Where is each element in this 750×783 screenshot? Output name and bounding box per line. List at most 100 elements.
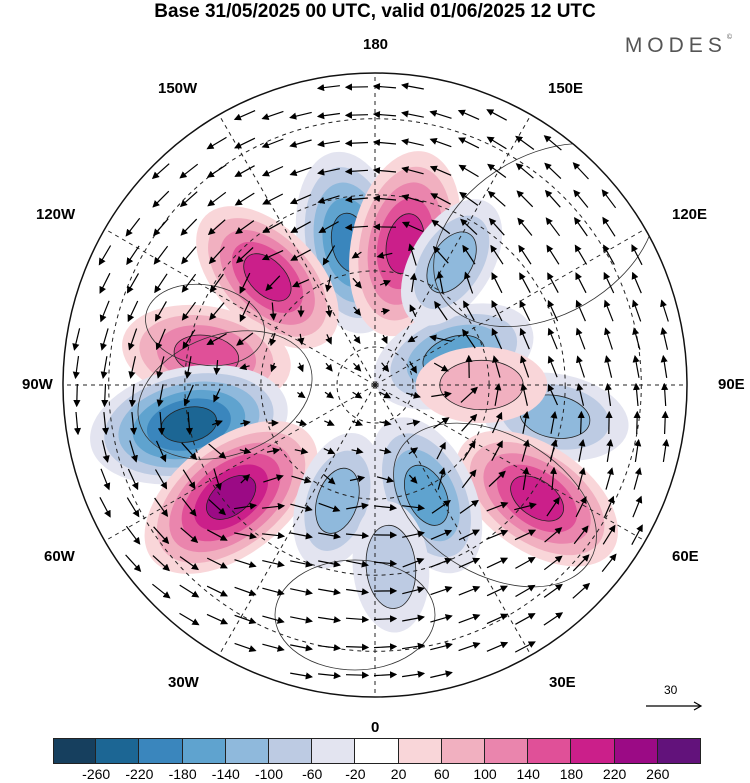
wind-arrow [549, 466, 558, 491]
wind-arrow [402, 504, 426, 512]
wind-arrow [436, 271, 444, 294]
wind-arrow [325, 362, 333, 372]
wind-arrow [157, 411, 165, 436]
wind-arrow [235, 220, 255, 235]
wind-arrow [290, 672, 313, 680]
label-0: 0 [371, 719, 380, 736]
wind-arrow [213, 360, 221, 376]
wind-arrow [372, 83, 397, 91]
colorbar-tick-label: -180 [168, 766, 197, 782]
wind-arrow [373, 615, 398, 623]
wind-arrow [101, 383, 109, 408]
colorbar-swatch [398, 738, 442, 764]
wind-arrow [458, 585, 481, 596]
wind-arrow [401, 166, 424, 175]
wind-arrow [263, 474, 284, 483]
wind-arrow [575, 272, 587, 294]
wind-arrow [491, 272, 503, 294]
wind-arrow [407, 335, 418, 343]
colorbar-tick-label: -60 [302, 766, 323, 782]
wind-arrow [125, 217, 141, 237]
wind-arrow [486, 529, 509, 540]
wind-arrow [316, 112, 340, 120]
wind-arrow [514, 641, 536, 653]
wind-arrow [543, 135, 562, 151]
wind-arrow [547, 272, 559, 293]
wind-arrow [352, 277, 362, 289]
colorbar-swatch [355, 738, 399, 764]
wind-arrow [458, 529, 480, 541]
wind-arrow [295, 419, 308, 427]
wind-arrow [324, 274, 333, 293]
wind-arrow [151, 163, 170, 180]
wind-arrow [430, 614, 453, 623]
wind-arrow [344, 139, 369, 147]
wind-arrow [462, 244, 476, 265]
wind-arrow [234, 614, 257, 625]
wind-arrow [318, 644, 342, 652]
wind-arrow [604, 355, 613, 378]
wind-arrow [574, 244, 588, 265]
wind-arrow [265, 275, 281, 292]
wind-arrow [461, 413, 478, 432]
wind-arrow [353, 306, 362, 316]
wind-arrow [156, 356, 165, 379]
wind-arrow [98, 245, 112, 266]
wind-arrow [351, 251, 362, 259]
wind-arrow [406, 391, 421, 399]
wind-arrow [431, 390, 452, 398]
wind-arrow [126, 497, 140, 518]
wind-arrow [402, 530, 425, 538]
wind-arrow [381, 334, 388, 344]
wind-arrow [462, 440, 476, 461]
wind-arrow [520, 383, 528, 406]
label-90e: 90E [718, 376, 745, 393]
wind-arrow [262, 502, 286, 511]
wind-arrow [408, 243, 417, 266]
label-120e: 120E [672, 206, 708, 223]
wind-arrow [154, 273, 168, 294]
wind-arrow [460, 218, 478, 236]
colorbar-swatch [182, 738, 226, 764]
colorbar-swatch [571, 738, 615, 764]
wind-arrow [182, 469, 196, 490]
wind-arrow [127, 468, 139, 491]
wind-arrow [430, 642, 453, 651]
wind-arrow [631, 271, 642, 294]
wind-arrow [409, 361, 417, 374]
label-60e: 60E [672, 548, 699, 565]
colorbar-tick-label: -20 [345, 766, 366, 782]
wind-arrow [521, 439, 530, 462]
wind-arrow [380, 307, 391, 315]
meridian-line [104, 228, 376, 386]
meridian-line [218, 114, 376, 386]
colorbar-tick-label: 180 [559, 766, 584, 782]
wind-arrow [602, 524, 616, 545]
wind-arrow [574, 217, 588, 237]
wind-arrow [546, 496, 560, 517]
wind-arrow [72, 328, 81, 351]
wind-arrow [262, 531, 286, 540]
wind-arrow [402, 614, 425, 622]
wind-arrow [488, 470, 506, 487]
wind-arrow [181, 442, 198, 461]
wind-arrow [344, 223, 369, 231]
wind-arrow [543, 612, 564, 626]
wind-arrow [289, 194, 312, 205]
wind-arrow [289, 166, 312, 177]
wind-arrow [429, 334, 452, 342]
wind-arrow [486, 585, 508, 597]
colorbar-tick-label: 140 [516, 766, 540, 782]
wind-arrow [381, 362, 390, 373]
colorbar-swatch [269, 738, 313, 764]
wind-arrow [402, 586, 425, 595]
label-60w: 60W [44, 548, 75, 565]
wind-arrow [486, 613, 509, 625]
wind-arrow [181, 301, 196, 321]
wind-arrow [297, 362, 304, 373]
wind-arrow [549, 439, 558, 462]
wind-arrow [152, 190, 170, 208]
wind-arrow [433, 362, 449, 372]
wind-arrow [127, 328, 138, 351]
wind-arrow [374, 503, 398, 512]
